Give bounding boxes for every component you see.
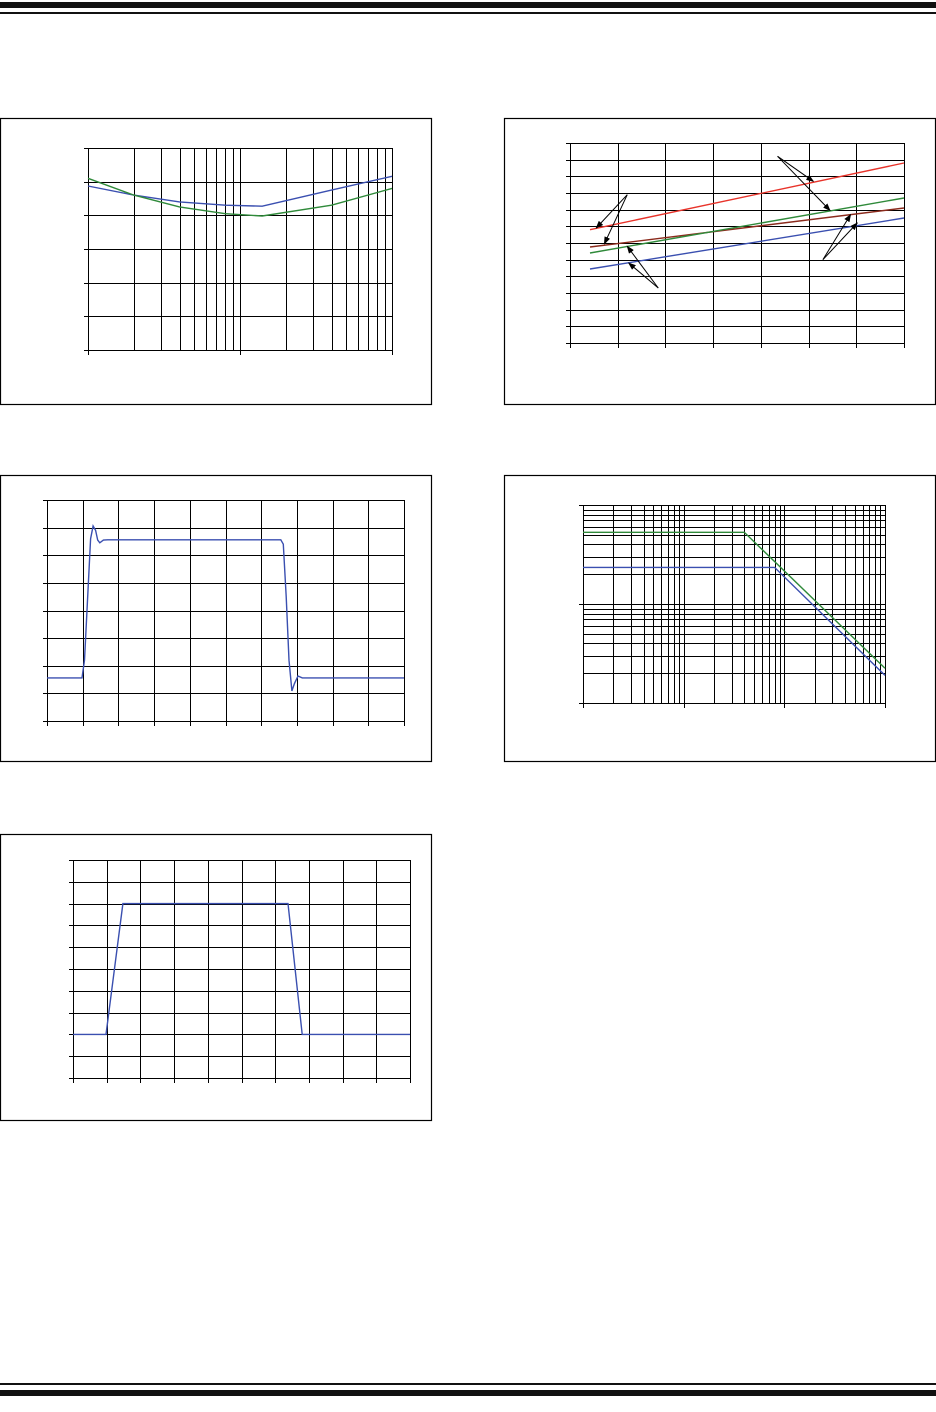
grid [579,505,886,708]
series-line-brown [589,207,905,248]
top-thin-rule [0,12,936,14]
series-line-blue [583,566,886,676]
annotation-arrow [595,194,628,229]
grid [69,860,411,1083]
top-thick-rule [0,2,936,8]
chart-5 [0,833,433,1122]
annotation-arrow [627,262,659,289]
series-line-green [589,197,905,254]
chart-frame [0,833,433,1122]
chart-frame [0,474,433,763]
chart-frame [503,117,936,406]
bottom-thick-rule [0,1390,936,1396]
annotation-arrow [822,213,852,260]
series-line-green [583,531,886,669]
grid [43,500,405,726]
chart-4 [503,474,936,763]
annotation-arrow [626,245,659,289]
chart-3 [0,474,433,763]
chart-2 [503,117,936,406]
bottom-thin-rule [0,1383,936,1385]
annotation-arrow [822,222,858,261]
grid [566,143,905,348]
annotation-arrow [777,155,815,182]
chart-frame [503,474,936,763]
series-line-blue [73,902,410,1036]
annotation-arrow [777,155,831,212]
annotation-arrow [603,194,628,245]
chart-1 [0,117,433,406]
series-line-green [87,177,393,217]
series-line-blue [47,524,404,692]
series-line-red [589,162,905,231]
